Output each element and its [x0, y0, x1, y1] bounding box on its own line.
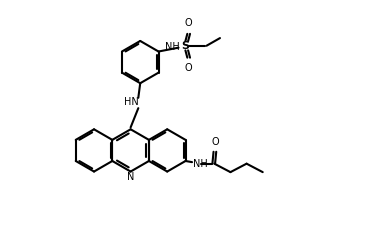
Text: NH: NH — [165, 41, 180, 51]
Text: O: O — [211, 137, 219, 147]
Text: N: N — [127, 172, 134, 182]
Text: HN: HN — [125, 97, 139, 107]
Text: NH: NH — [193, 159, 208, 169]
Text: O: O — [185, 63, 192, 73]
Text: O: O — [185, 19, 192, 29]
Text: S: S — [182, 41, 189, 51]
